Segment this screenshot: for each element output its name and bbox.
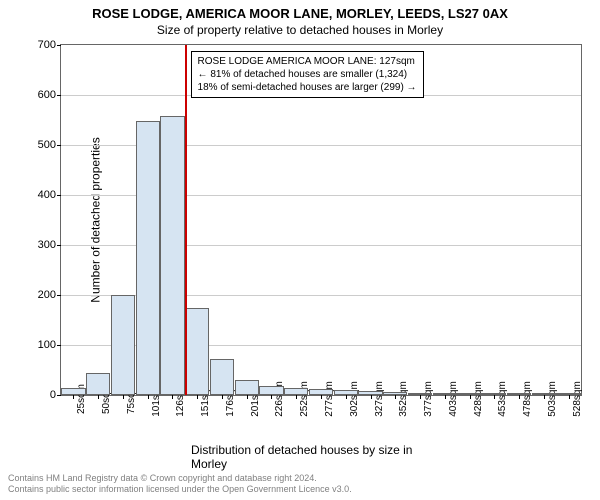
x-tick-mark <box>296 395 297 399</box>
y-tick-label: 700 <box>38 39 56 51</box>
chart-container: ROSE LODGE, AMERICA MOOR LANE, MORLEY, L… <box>0 0 600 500</box>
x-tick-mark <box>569 395 570 399</box>
x-tick-mark <box>222 395 223 399</box>
x-tick-mark <box>420 395 421 399</box>
y-tick-label: 200 <box>38 289 56 301</box>
x-tick-mark <box>271 395 272 399</box>
bar <box>61 388 85 396</box>
y-tick-mark <box>57 395 61 396</box>
footer-text: Contains HM Land Registry data © Crown c… <box>8 473 352 496</box>
bar <box>358 391 382 395</box>
bar <box>408 393 432 396</box>
bar <box>235 380 259 395</box>
bar <box>334 390 358 395</box>
y-tick-label: 600 <box>38 89 56 101</box>
x-tick-mark <box>470 395 471 399</box>
annotation-line: ROSE LODGE AMERICA MOOR LANE: 127sqm <box>198 55 417 68</box>
x-tick-mark <box>371 395 372 399</box>
bar <box>309 389 333 395</box>
x-tick-mark <box>519 395 520 399</box>
y-tick-label: 100 <box>38 339 56 351</box>
bar <box>160 116 184 395</box>
x-tick-mark <box>148 395 149 399</box>
footer-line-2: Contains public sector information licen… <box>8 484 352 496</box>
bar <box>532 393 556 395</box>
footer-line-1: Contains HM Land Registry data © Crown c… <box>8 473 352 485</box>
annotation-box: ROSE LODGE AMERICA MOOR LANE: 127sqm← 81… <box>191 51 424 98</box>
bar <box>556 393 580 395</box>
bar <box>383 392 407 395</box>
x-tick-mark <box>172 395 173 399</box>
chart-plot-area: Number of detached properties ROSE LODGE… <box>60 44 582 396</box>
y-tick-label: 0 <box>50 389 56 401</box>
annotation-line: ← 81% of detached houses are smaller (1,… <box>198 68 417 81</box>
x-tick-mark <box>197 395 198 399</box>
x-tick-mark <box>445 395 446 399</box>
marker-line <box>185 45 187 395</box>
x-tick-mark <box>73 395 74 399</box>
annotation-line: 18% of semi-detached houses are larger (… <box>198 81 417 94</box>
x-tick-mark <box>321 395 322 399</box>
bar <box>457 393 481 395</box>
x-tick-mark <box>346 395 347 399</box>
x-tick-mark <box>494 395 495 399</box>
x-tick-mark <box>123 395 124 399</box>
x-tick-mark <box>395 395 396 399</box>
x-tick-mark <box>544 395 545 399</box>
bar <box>136 121 160 395</box>
title-main: ROSE LODGE, AMERICA MOOR LANE, MORLEY, L… <box>0 0 600 21</box>
x-tick-mark <box>98 395 99 399</box>
bar <box>284 388 308 395</box>
bar <box>111 295 135 395</box>
title-sub: Size of property relative to detached ho… <box>0 21 600 37</box>
bar <box>210 359 234 395</box>
y-tick-label: 500 <box>38 139 56 151</box>
x-tick-mark <box>247 395 248 399</box>
bar <box>433 393 457 395</box>
bar <box>482 393 506 395</box>
bar <box>259 386 283 395</box>
y-tick-label: 300 <box>38 239 56 251</box>
bar <box>185 308 209 396</box>
bar <box>86 373 110 396</box>
x-axis-label: Distribution of detached houses by size … <box>191 443 451 471</box>
bar <box>507 393 531 395</box>
y-tick-label: 400 <box>38 189 56 201</box>
